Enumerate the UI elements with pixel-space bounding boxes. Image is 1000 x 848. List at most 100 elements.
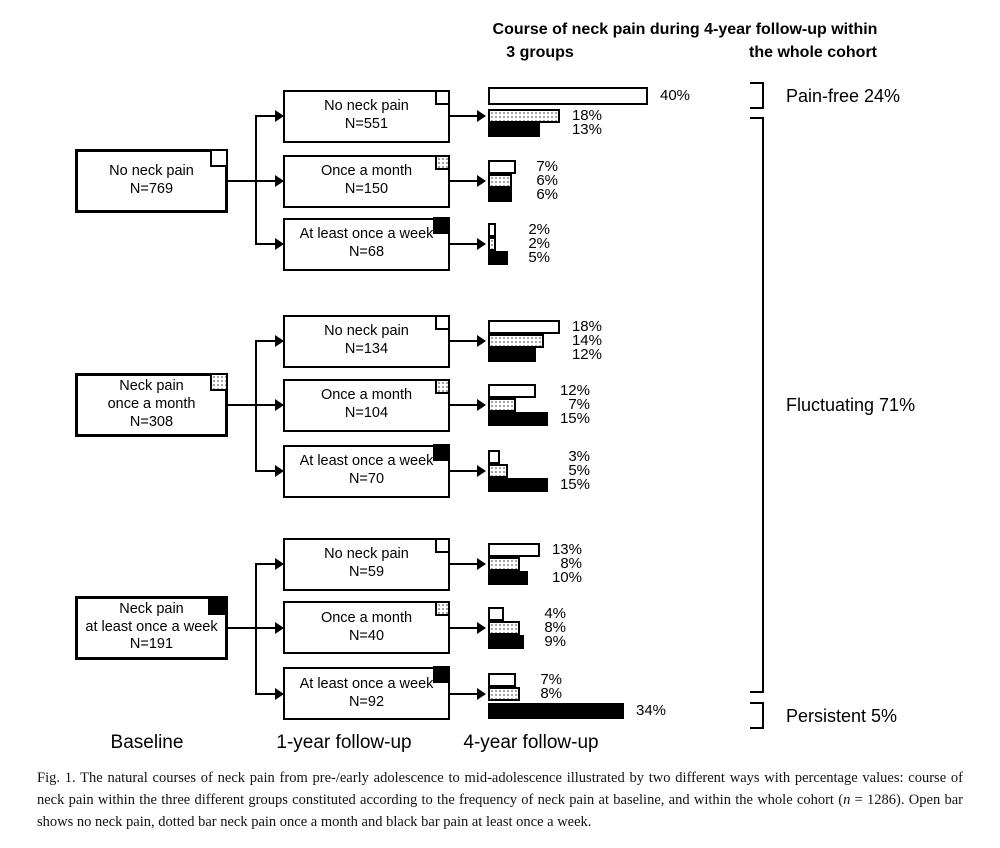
bar-pct-label: 7% <box>568 396 590 413</box>
arrowhead-icon <box>275 399 284 411</box>
arrowhead-icon <box>275 175 284 187</box>
bar-pct-label: 3% <box>568 448 590 465</box>
bar-dotted <box>488 620 520 635</box>
followup-box: At least once a week N=68 <box>283 216 450 271</box>
followup-box: Once a month N=40 <box>283 601 450 654</box>
connector-branch <box>255 243 276 245</box>
box-label-line: Once a month <box>320 163 413 180</box>
box-label-line: N=551 <box>344 116 389 132</box>
open-marker-icon <box>435 89 450 105</box>
arrowhead-icon <box>275 687 284 700</box>
arrowhead-icon <box>477 621 486 634</box>
box-label-line: N=68 <box>348 244 385 260</box>
bar-pct-label: 14% <box>571 332 602 349</box>
box-label-line: At least once a week <box>299 453 434 470</box>
connector-stem <box>226 404 257 406</box>
box-label-line: Once a month <box>320 609 413 626</box>
baseline-box: Neck pain once a month N=308 <box>75 373 228 437</box>
bar-dotted <box>488 334 544 348</box>
bar-arrow-line <box>450 692 478 695</box>
black-marker-icon <box>433 666 450 683</box>
bar-pct-label: 12% <box>571 346 602 363</box>
fluctuating-label: Fluctuating 71% <box>786 395 916 415</box>
followup-box: No neck pain N=59 <box>283 537 450 591</box>
bar-pct-label: 12% <box>559 382 590 399</box>
painfree-bracket <box>750 82 764 109</box>
bar-open <box>488 384 536 398</box>
arrowhead-icon <box>275 621 284 634</box>
dotted-marker-icon <box>435 601 450 616</box>
connector-branch <box>255 692 276 695</box>
figure-title-3-groups: 3 groups <box>506 44 574 61</box>
bar-black <box>488 348 536 362</box>
box-label-line: N=191 <box>129 636 174 653</box>
arrowhead-icon <box>275 558 284 570</box>
bar-open <box>488 320 560 334</box>
bar-pct-label: 15% <box>559 476 590 493</box>
dotted-marker-icon <box>210 373 228 391</box>
bar-pct-label: 5% <box>528 249 550 266</box>
bar-dotted <box>488 398 516 412</box>
arrowhead-icon <box>477 687 486 700</box>
box-label-line: N=59 <box>348 564 385 580</box>
bar-pct-label: 2% <box>528 221 550 238</box>
box-label-line: Once a month <box>320 387 413 404</box>
caption-text-after-n: = 1286). Open bar shows no neck pain, do… <box>37 791 963 830</box>
bar-open <box>488 223 496 237</box>
bar-arrow-line <box>450 180 478 182</box>
bar-pct-label: 6% <box>536 186 558 203</box>
box-label-line: once a month <box>107 396 196 413</box>
followup-box: Once a month N=150 <box>283 154 450 208</box>
connector-branch <box>255 470 276 472</box>
fluctuating-bracket <box>750 117 764 693</box>
bar-black <box>488 188 512 202</box>
followup-box: At least once a week N=92 <box>283 666 450 720</box>
baseline-box: No neck pain N=769 <box>75 149 228 213</box>
connector-trunk <box>255 340 257 472</box>
bar-pct-label: 13% <box>571 121 602 138</box>
bar-dotted <box>488 174 512 188</box>
open-marker-icon <box>435 314 450 330</box>
bar-black <box>488 478 548 492</box>
persistent-bracket <box>750 702 764 729</box>
bar-arrow-line <box>450 115 478 117</box>
axis-label-baseline: Baseline <box>110 732 184 753</box>
bar-open <box>488 606 504 621</box>
box-label-line: At least once a week <box>299 675 434 692</box>
box-label-line: N=134 <box>344 341 389 357</box>
black-marker-icon <box>208 595 227 615</box>
bar-pct-label: 10% <box>551 569 582 586</box>
bar-pct-label: 18% <box>571 107 602 124</box>
bar-pct-label: 34% <box>636 701 667 719</box>
arrowhead-icon <box>275 335 284 347</box>
connector-branch <box>255 115 276 117</box>
box-label-line: Neck pain <box>119 378 184 395</box>
bar-pct-label: 6% <box>536 172 558 189</box>
box-label-line: No neck pain <box>324 546 409 563</box>
bar-pct-label: 40% <box>660 87 691 104</box>
bar-black <box>488 412 548 426</box>
bar-arrow-line <box>450 340 478 342</box>
bar-pct-label: 2% <box>528 235 550 252</box>
box-label-line: at least once a week <box>85 618 218 635</box>
followup-box: At least once a week N=70 <box>283 443 450 498</box>
bar-pct-label: 8% <box>560 555 582 572</box>
arrowhead-icon <box>477 238 486 250</box>
caption-text-before-n: Fig. 1. The natural courses of neck pain… <box>37 770 963 808</box>
bar-pct-label: 9% <box>544 632 566 650</box>
bar-arrow-line <box>450 243 478 245</box>
black-marker-icon <box>433 216 450 234</box>
box-label-line: N=150 <box>344 181 389 197</box>
axis-label-4year: 4-year follow-up <box>463 732 599 753</box>
axis-label-1year: 1-year follow-up <box>276 732 412 753</box>
bar-arrow-line <box>450 404 478 406</box>
arrowhead-icon <box>477 110 486 122</box>
connector-stem <box>226 180 257 182</box>
bar-arrow-line <box>450 626 478 629</box>
bar-dotted <box>488 686 520 701</box>
box-label-line: N=308 <box>129 413 174 430</box>
connector-branch <box>255 404 276 406</box>
bar-open <box>488 87 648 105</box>
bar-open <box>488 543 540 557</box>
